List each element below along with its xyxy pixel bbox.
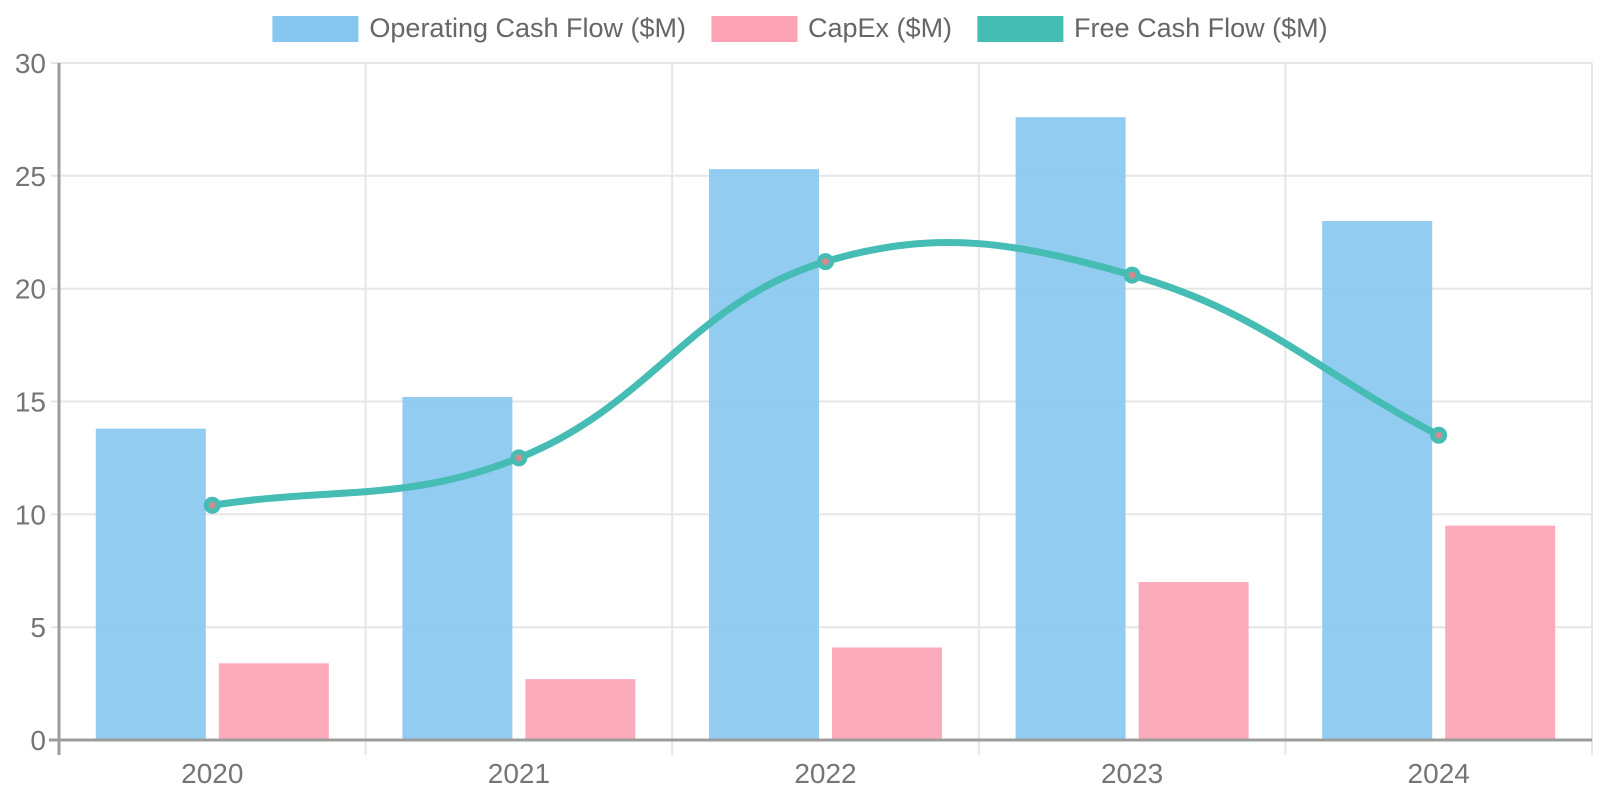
x-axis-tick-label-2020: 2020 xyxy=(181,758,243,789)
chart-legend: Operating Cash Flow ($M) CapEx ($M) Free… xyxy=(272,15,1328,42)
y-axis-tick-label-15: 15 xyxy=(15,387,46,418)
legend-swatch-free-cash-flow xyxy=(977,15,1064,42)
bar-capex-2023 xyxy=(1138,582,1249,740)
free-cash-flow-line xyxy=(208,239,1443,509)
bar-operating-cash-flow-2023 xyxy=(1015,117,1126,740)
free-cash-flow-point-2023 xyxy=(1123,266,1141,284)
bar-operating-cash-flow-2020 xyxy=(95,428,206,740)
legend-swatch-operating-cash-flow xyxy=(272,15,359,42)
legend-item-free-cash-flow[interactable]: Free Cash Flow ($M) xyxy=(977,15,1328,42)
x-axis-tick-label-2022: 2022 xyxy=(794,758,856,789)
y-axis-tick-label-25: 25 xyxy=(15,161,46,192)
bar-capex-2022 xyxy=(832,647,942,740)
bar-capex-2020 xyxy=(218,663,329,740)
y-axis-tick-label-0: 0 xyxy=(30,725,46,756)
legend-label-capex: CapEx ($M) xyxy=(808,13,953,43)
free-cash-flow-point-2022 xyxy=(817,253,834,271)
y-axis-tick-label-20: 20 xyxy=(15,274,46,305)
y-axis-tick-label-5: 5 xyxy=(30,612,46,643)
x-axis-tick-label-2023: 2023 xyxy=(1101,758,1163,789)
free-cash-flow-point-2021 xyxy=(510,449,528,467)
x-axis-tick-label-2021: 2021 xyxy=(488,758,550,789)
bar-capex-2021 xyxy=(525,679,636,740)
x-axis-tick-label-2024: 2024 xyxy=(1408,758,1470,789)
bar-capex-2024 xyxy=(1445,525,1556,740)
legend-swatch-capex xyxy=(711,15,798,42)
free-cash-flow-point-2020 xyxy=(203,496,221,514)
legend-label-free-cash-flow: Free Cash Flow ($M) xyxy=(1074,13,1328,43)
bar-operating-cash-flow-2024 xyxy=(1322,221,1433,740)
bar-operating-cash-flow-2022 xyxy=(709,169,819,741)
legend-item-capex[interactable]: CapEx ($M) xyxy=(711,15,952,42)
legend-item-operating-cash-flow[interactable]: Operating Cash Flow ($M) xyxy=(272,15,686,42)
y-axis-tick-label-30: 30 xyxy=(15,48,46,79)
free-cash-flow-point-2024 xyxy=(1430,426,1448,444)
legend-label-operating-cash-flow: Operating Cash Flow ($M) xyxy=(369,13,687,43)
bar-operating-cash-flow-2021 xyxy=(402,397,513,740)
y-axis-tick-label-10: 10 xyxy=(15,499,46,530)
